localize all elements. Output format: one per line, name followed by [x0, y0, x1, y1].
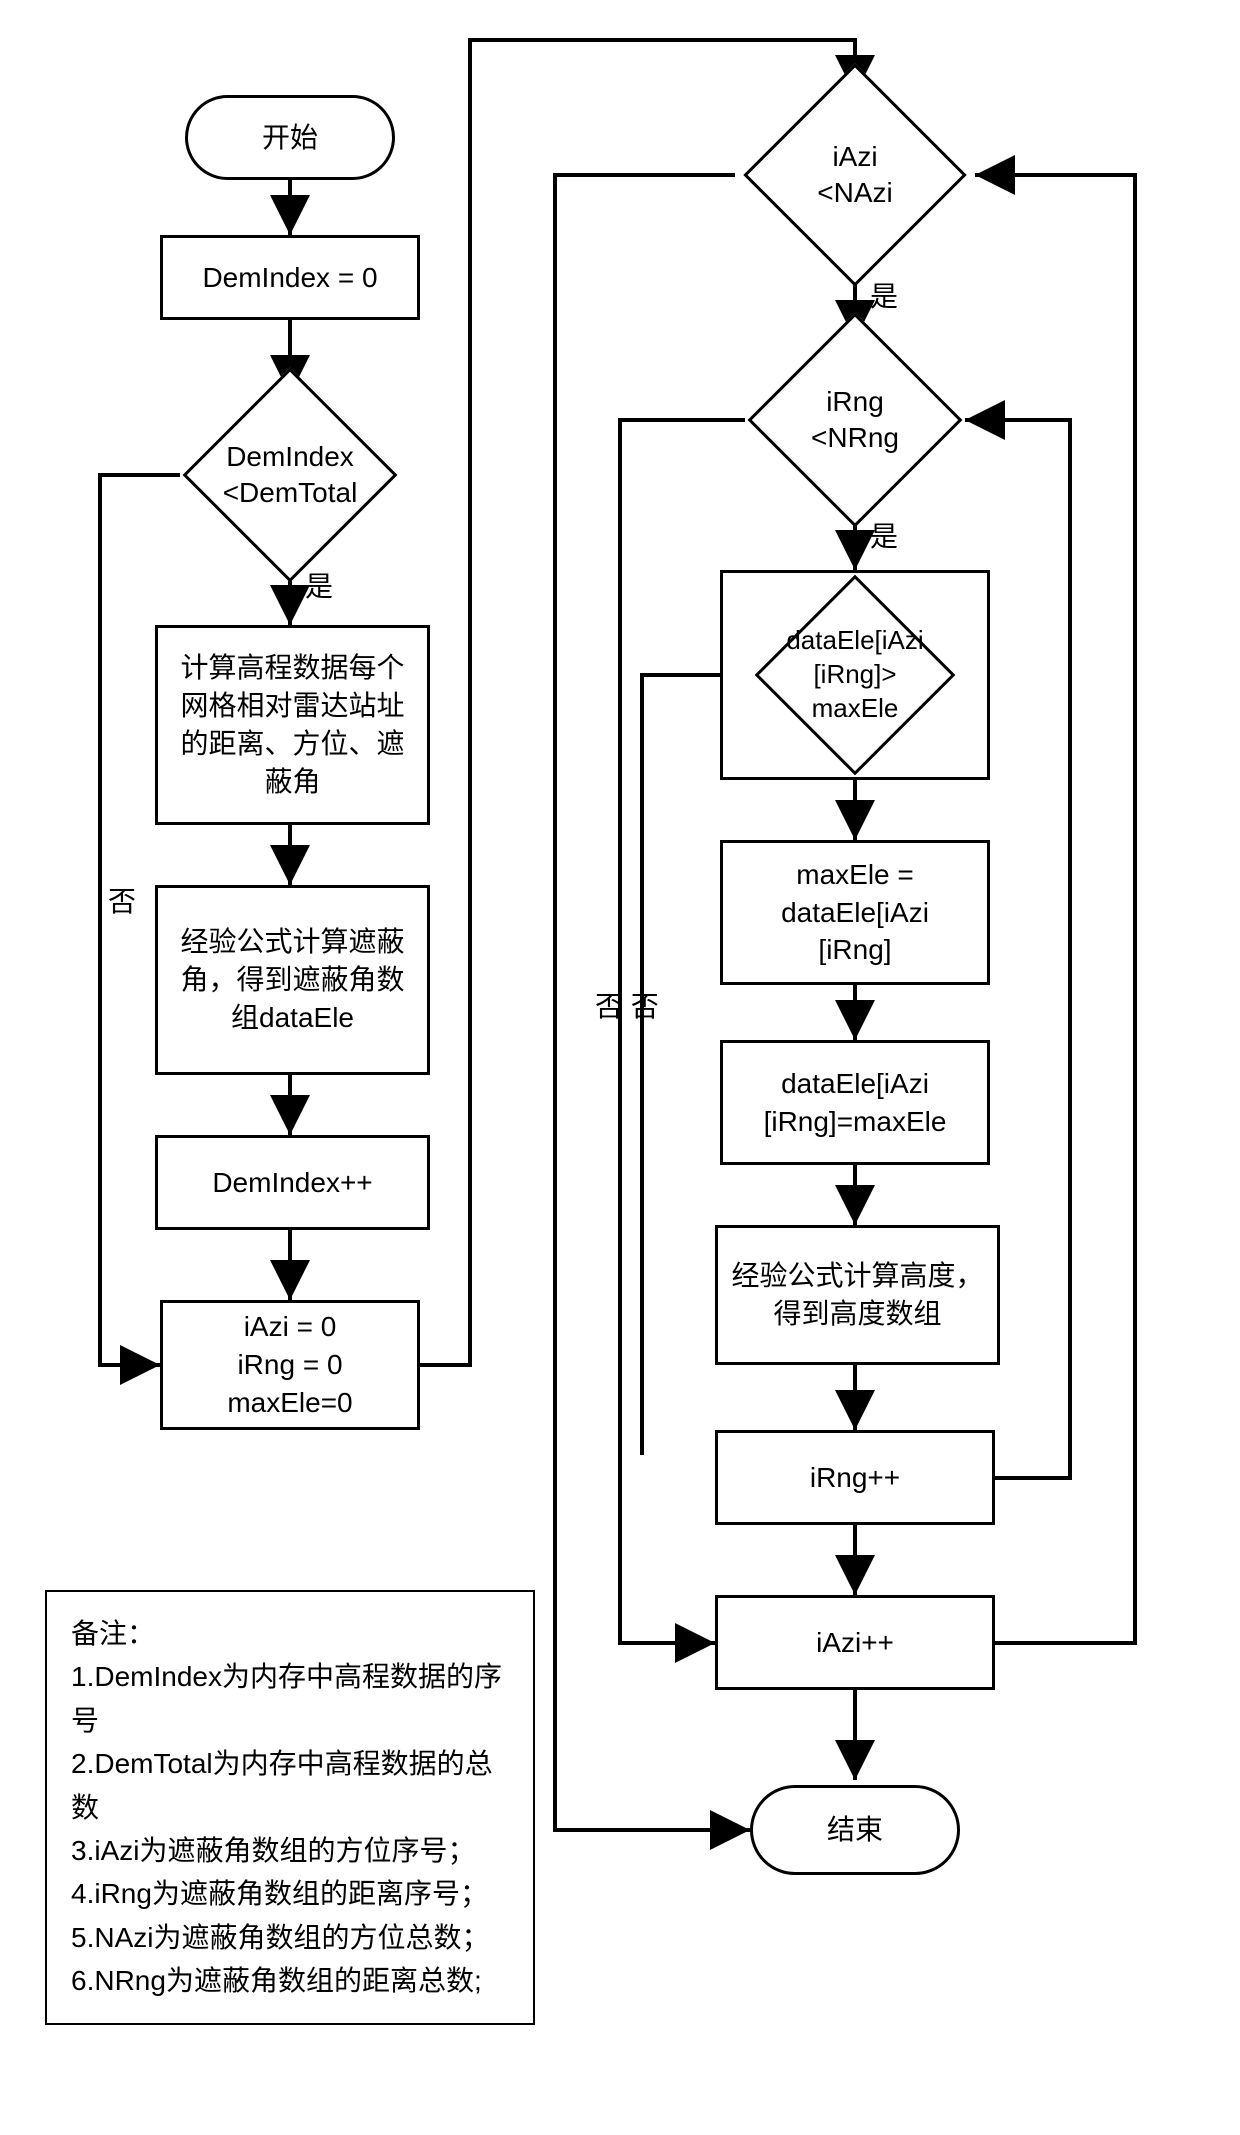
init-loop-node: iAzi = 0 iRng = 0 maxEle=0 [160, 1300, 420, 1430]
edge-label-dem-yes: 是 [305, 565, 333, 605]
cond-rng-node: iRng <NRng [735, 340, 975, 500]
notes-box: 备注： 1.DemIndex为内存中高程数据的序号 2.DemTotal为内存中… [45, 1590, 535, 2025]
set-dataele-node: dataEle[iAzi [iRng]=maxEle [720, 1040, 990, 1165]
notes-item-5: 5.NAzi为遮蔽角数组的方位总数； [71, 1916, 509, 1959]
calc-height-label: 经验公式计算高度，得到高度数组 [730, 1257, 985, 1333]
notes-item-4: 4.iRng为遮蔽角数组的距离序号； [71, 1872, 509, 1915]
cond-dem-node: DemIndex <DemTotal [175, 395, 405, 555]
end-label: 结束 [827, 1811, 883, 1849]
inc-dem-node: DemIndex++ [155, 1135, 430, 1230]
notes-item-6: 6.NRng为遮蔽角数组的距离总数; [71, 1959, 509, 2002]
notes-item-3: 3.iAzi为遮蔽角数组的方位序号； [71, 1829, 509, 1872]
edge-label-dem-no: 否 [108, 880, 136, 920]
cond-azi-label: iAzi <NAzi [817, 139, 892, 212]
init-dem-label: DemIndex = 0 [202, 259, 377, 297]
inc-azi-label: iAzi++ [816, 1624, 894, 1662]
cond-dem-label: DemIndex <DemTotal [223, 439, 358, 512]
set-dataele-label: dataEle[iAzi [iRng]=maxEle [764, 1065, 947, 1141]
set-maxele-node: maxEle = dataEle[iAzi [iRng] [720, 840, 990, 985]
init-loop-label: iAzi = 0 iRng = 0 maxEle=0 [227, 1308, 352, 1421]
notes-item-2: 2.DemTotal为内存中高程数据的总数 [71, 1742, 509, 1829]
init-dem-node: DemIndex = 0 [160, 235, 420, 320]
start-label: 开始 [262, 119, 318, 157]
calc-dataele-node: 经验公式计算遮蔽角，得到遮蔽角数组dataEle [155, 885, 430, 1075]
inc-rng-label: iRng++ [810, 1459, 900, 1497]
cond-rng-label: iRng <NRng [811, 384, 899, 457]
calc-dataele-label: 经验公式计算遮蔽角，得到遮蔽角数组dataEle [170, 923, 415, 1036]
inc-dem-label: DemIndex++ [212, 1164, 372, 1202]
start-node: 开始 [185, 95, 395, 180]
set-maxele-label: maxEle = dataEle[iAzi [iRng] [781, 856, 929, 969]
cond-maxele-node: dataEle[iAzi [iRng]> maxEle [740, 585, 970, 765]
cond-maxele-outer: dataEle[iAzi [iRng]> maxEle [720, 570, 990, 780]
edge-label-rng-no: 否 否 [595, 985, 659, 1025]
inc-azi-node: iAzi++ [715, 1595, 995, 1690]
cond-azi-node: iAzi <NAzi [735, 95, 975, 255]
end-node: 结束 [750, 1785, 960, 1875]
edge-label-azi-yes: 是 [870, 275, 898, 315]
cond-maxele-label: dataEle[iAzi [iRng]> maxEle [786, 624, 923, 725]
calc-grid-label: 计算高程数据每个网格相对雷达站址的距离、方位、遮蔽角 [170, 649, 415, 800]
edge-label-rng-yes: 是 [870, 515, 898, 555]
calc-height-node: 经验公式计算高度，得到高度数组 [715, 1225, 1000, 1365]
notes-title: 备注： [71, 1612, 509, 1655]
inc-rng-node: iRng++ [715, 1430, 995, 1525]
notes-item-1: 1.DemIndex为内存中高程数据的序号 [71, 1655, 509, 1742]
calc-grid-node: 计算高程数据每个网格相对雷达站址的距离、方位、遮蔽角 [155, 625, 430, 825]
